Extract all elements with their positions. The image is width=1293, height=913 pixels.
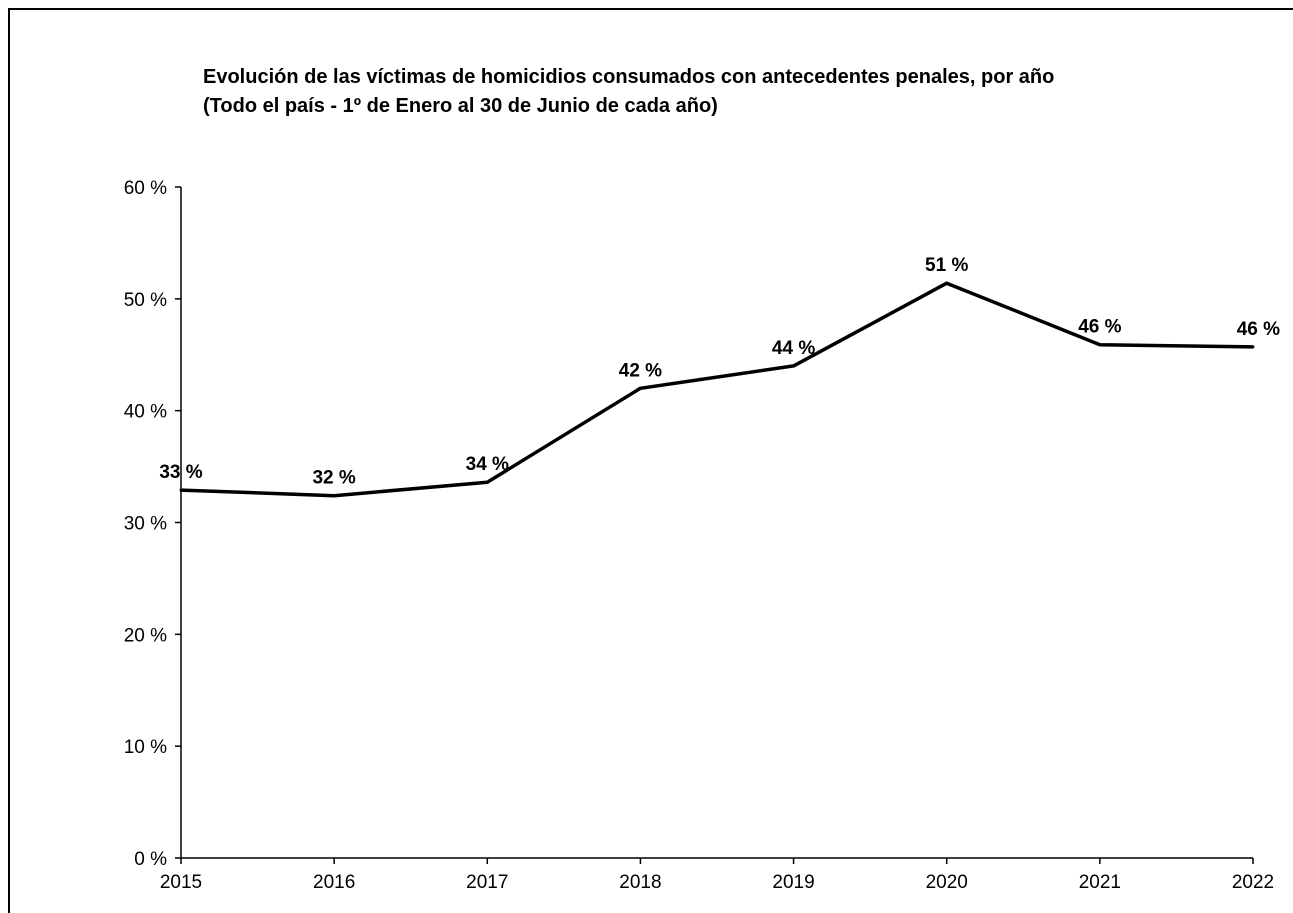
chart-border	[8, 8, 1293, 913]
data-point	[945, 281, 949, 285]
y-ticks: 0 % 10 % 20 % 30 % 40 % 50 % 60 %	[124, 178, 181, 870]
data-label: 46 %	[1237, 319, 1280, 340]
data-label: 42 %	[619, 360, 662, 381]
series	[179, 281, 1255, 498]
x-ticks: 2015 2016 2017 2018 2019 2020 2021 2022	[160, 858, 1274, 893]
data-point	[792, 364, 796, 368]
x-tick-label: 2019	[772, 872, 814, 893]
data-label: 46 %	[1078, 317, 1121, 338]
chart-title-line-1: Evolución de las víctimas de homicidios …	[203, 66, 1054, 88]
data-label: 33 %	[159, 462, 202, 483]
data-point	[1098, 343, 1102, 347]
data-point	[485, 480, 489, 484]
y-tick-label: 0 %	[134, 849, 167, 870]
x-tick-label: 2016	[313, 872, 355, 893]
chart-title-line-2: (Todo el país - 1º de Enero al 30 de Jun…	[203, 95, 718, 117]
y-tick-label: 40 %	[124, 402, 167, 423]
x-tick-label: 2021	[1079, 872, 1121, 893]
data-point	[1251, 345, 1255, 349]
data-label: 51 %	[925, 255, 968, 276]
x-tick-label: 2022	[1232, 872, 1274, 893]
x-tick-label: 2020	[926, 872, 968, 893]
y-tick-label: 10 %	[124, 737, 167, 758]
x-tick-label: 2018	[619, 872, 661, 893]
y-tick-label: 60 %	[124, 178, 167, 199]
data-label: 44 %	[772, 338, 815, 359]
y-tick-label: 50 %	[124, 290, 167, 311]
data-label: 34 %	[466, 454, 509, 475]
data-point	[638, 386, 642, 390]
series-line	[180, 281, 1254, 498]
data-label: 32 %	[312, 468, 355, 489]
data-point	[179, 488, 183, 492]
y-tick-label: 20 %	[124, 625, 167, 646]
data-labels: 33 % 32 % 34 % 42 % 44 % 51 % 46 % 46 %	[159, 255, 1280, 488]
data-point	[332, 494, 336, 498]
y-tick-label: 30 %	[124, 514, 167, 535]
x-tick-label: 2017	[466, 872, 508, 893]
x-tick-label: 2015	[160, 872, 202, 893]
